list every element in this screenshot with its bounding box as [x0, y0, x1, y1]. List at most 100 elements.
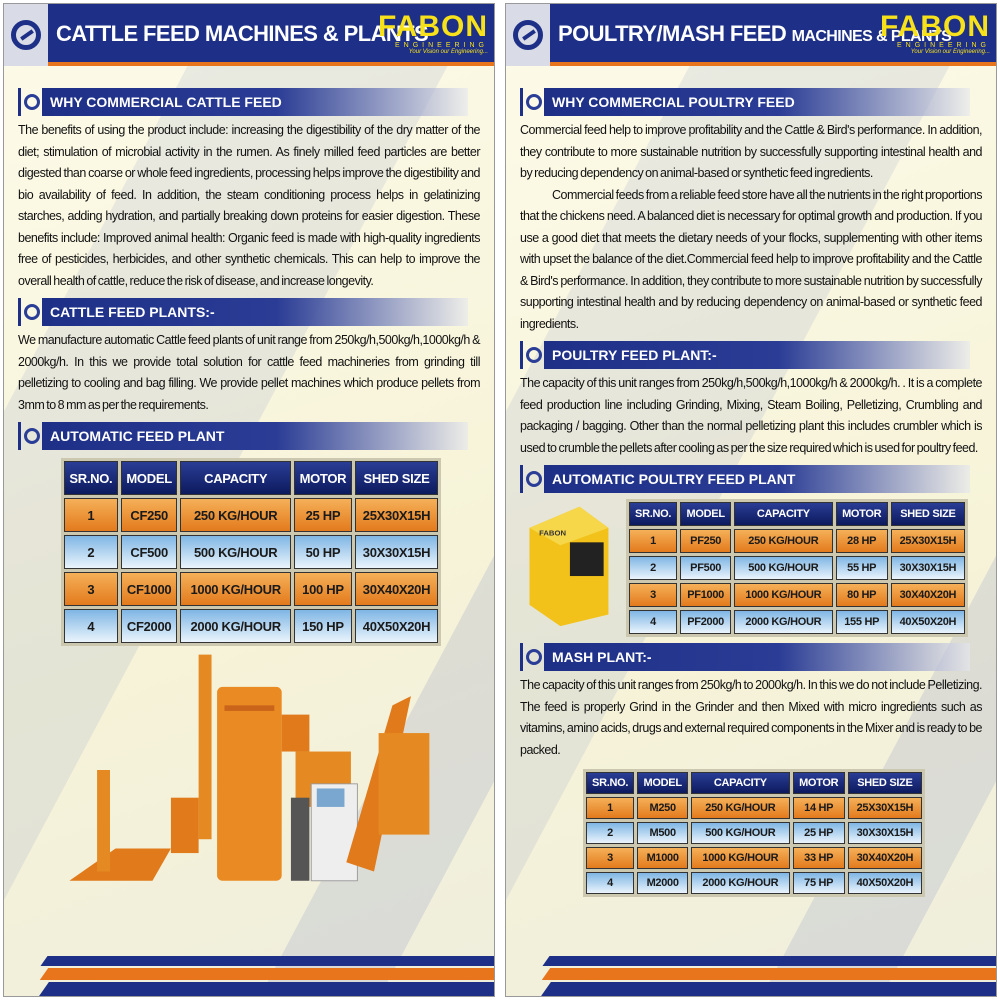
table-cell: 3	[629, 583, 678, 607]
table-row: 3 M1000 1000 KG/HOUR 33 HP 30X40X20H	[586, 847, 922, 869]
gear-icon	[18, 298, 42, 326]
gear-icon	[18, 88, 42, 116]
table-cell: CF500	[120, 535, 178, 569]
table-row: 2 M500 500 KG/HOUR 25 HP 30X30X15H	[586, 822, 922, 844]
column-header: MOTOR	[835, 502, 888, 526]
table-row: 4 PF2000 2000 KG/HOUR 155 HP 40X50X20H	[629, 610, 965, 634]
table-cell: 150 HP	[293, 609, 352, 643]
paragraph: The capacity of this unit ranges from 25…	[520, 376, 983, 455]
table-cell: 250 KG/HOUR	[734, 529, 833, 553]
column-header: CAPACITY	[691, 772, 790, 794]
gear-icon	[520, 88, 544, 116]
table-cell: 14 HP	[792, 797, 845, 819]
table-row: 3 PF1000 1000 KG/HOUR 80 HP 30X40X20H	[629, 583, 965, 607]
table-header-row: SR.NO. MODEL CAPACITY MOTOR SHED SIZE	[629, 502, 965, 526]
table-cell: 30X30X15H	[890, 556, 965, 580]
paragraph: Commercial feed help to improve profitab…	[520, 123, 983, 180]
column-header: SHED SIZE	[847, 772, 922, 794]
crumbler-machine-image: FABON	[529, 506, 609, 627]
section-heading: MASH PLANT:-	[520, 643, 970, 671]
gear-icon	[520, 465, 544, 493]
table-cell: 1	[629, 529, 678, 553]
table-cell: 250 KG/HOUR	[180, 498, 291, 532]
table-cell: 1	[586, 797, 635, 819]
table-cell: PF250	[680, 529, 732, 553]
table-cell: 2	[586, 822, 635, 844]
column-header: MOTOR	[293, 461, 352, 495]
table-cell: M2000	[637, 872, 689, 894]
cattle-feed-plant-image	[69, 654, 430, 882]
paragraph: We manufacture automatic Cattle feed pla…	[18, 333, 481, 412]
gear-icon	[520, 643, 544, 671]
table-cell: 30X40X20H	[847, 847, 922, 869]
table-cell: 500 KG/HOUR	[734, 556, 833, 580]
section-heading: AUTOMATIC POULTRY FEED PLANT	[520, 465, 970, 493]
poultry-feed-page: POULTRY/MASH FEED MACHINES & PLANTS FABO…	[505, 3, 997, 997]
table-cell: 30X30X15H	[355, 535, 438, 569]
column-header: SHED SIZE	[355, 461, 438, 495]
paragraph: The benefits of using the product includ…	[18, 123, 481, 288]
table-cell: 30X40X20H	[890, 583, 965, 607]
page-header: POULTRY/MASH FEED MACHINES & PLANTS FABO…	[506, 4, 996, 66]
table-cell: 40X50X20H	[847, 872, 922, 894]
table-cell: 30X30X15H	[847, 822, 922, 844]
table-cell: 4	[629, 610, 678, 634]
page-header: CATTLE FEED MACHINES & PLANTS FABON ENGIN…	[4, 4, 494, 66]
table-cell: 2000 KG/HOUR	[734, 610, 833, 634]
table-cell: 3	[64, 572, 118, 606]
cattle-feed-page: CATTLE FEED MACHINES & PLANTS FABON ENGIN…	[3, 3, 495, 997]
table-cell: 2000 KG/HOUR	[180, 609, 291, 643]
table-row: 1 M250 250 KG/HOUR 14 HP 25X30X15H	[586, 797, 922, 819]
column-header: SR.NO.	[586, 772, 635, 794]
table-cell: PF1000	[680, 583, 732, 607]
table-cell: 4	[64, 609, 118, 643]
table-cell: 250 KG/HOUR	[691, 797, 790, 819]
table-cell: 3	[586, 847, 635, 869]
table-cell: CF1000	[120, 572, 178, 606]
table-cell: 155 HP	[835, 610, 888, 634]
column-header: SHED SIZE	[890, 502, 965, 526]
table-cell: 80 HP	[835, 583, 888, 607]
svg-text:FABON: FABON	[539, 529, 566, 538]
table-cell: CF2000	[120, 609, 178, 643]
paragraph: The capacity of this unit ranges from 25…	[520, 678, 983, 757]
column-header: CAPACITY	[734, 502, 833, 526]
poultry-feed-table: SR.NO. MODEL CAPACITY MOTOR SHED SIZE 1 PF250 2…	[626, 499, 968, 637]
column-header: SR.NO.	[629, 502, 678, 526]
table-cell: M500	[637, 822, 689, 844]
table-cell: 55 HP	[835, 556, 888, 580]
table-cell: 2000 KG/HOUR	[691, 872, 790, 894]
table-row: 1 PF250 250 KG/HOUR 28 HP 25X30X15H	[629, 529, 965, 553]
table-cell: PF500	[680, 556, 732, 580]
table-cell: 40X50X20H	[355, 609, 438, 643]
table-row: 2 PF500 500 KG/HOUR 55 HP 30X30X15H	[629, 556, 965, 580]
table-cell: 30X40X20H	[355, 572, 438, 606]
page-title: POULTRY/MASH FEED MACHINES & PLANTS	[558, 21, 952, 46]
section-heading: WHY COMMERCIAL POULTRY FEED	[520, 88, 970, 116]
table-row: 1 CF250 250 KG/HOUR 25 HP 25X30X15H	[64, 498, 438, 532]
gear-icon	[520, 341, 544, 369]
table-cell: 50 HP	[293, 535, 352, 569]
column-header: CAPACITY	[180, 461, 291, 495]
cattle-feed-table: SR.NO. MODEL CAPACITY MOTOR SHED SIZE 1 CF250 2…	[61, 458, 441, 646]
column-header: MODEL	[637, 772, 689, 794]
table-cell: 100 HP	[293, 572, 352, 606]
gear-logo-icon	[506, 4, 550, 66]
footer-stripes	[506, 956, 996, 996]
table-cell: 1	[64, 498, 118, 532]
table-cell: 500 KG/HOUR	[180, 535, 291, 569]
table-cell: 25 HP	[792, 822, 845, 844]
column-header: SR.NO.	[64, 461, 118, 495]
brand-logo: FABON ENGINEERING Your Vision our Engineer…	[378, 10, 488, 56]
table-cell: 25X30X15H	[847, 797, 922, 819]
table-row: 2 CF500 500 KG/HOUR 50 HP 30X30X15H	[64, 535, 438, 569]
table-cell: 1000 KG/HOUR	[734, 583, 833, 607]
table-cell: 75 HP	[792, 872, 845, 894]
gear-logo-icon	[4, 4, 48, 66]
section-heading: WHY COMMERCIAL CATTLE FEED	[18, 88, 468, 116]
table-cell: 4	[586, 872, 635, 894]
table-cell: CF250	[120, 498, 178, 532]
table-cell: 1000 KG/HOUR	[180, 572, 291, 606]
table-cell: 25X30X15H	[355, 498, 438, 532]
section-heading: AUTOMATIC FEED PLANT	[18, 422, 468, 450]
